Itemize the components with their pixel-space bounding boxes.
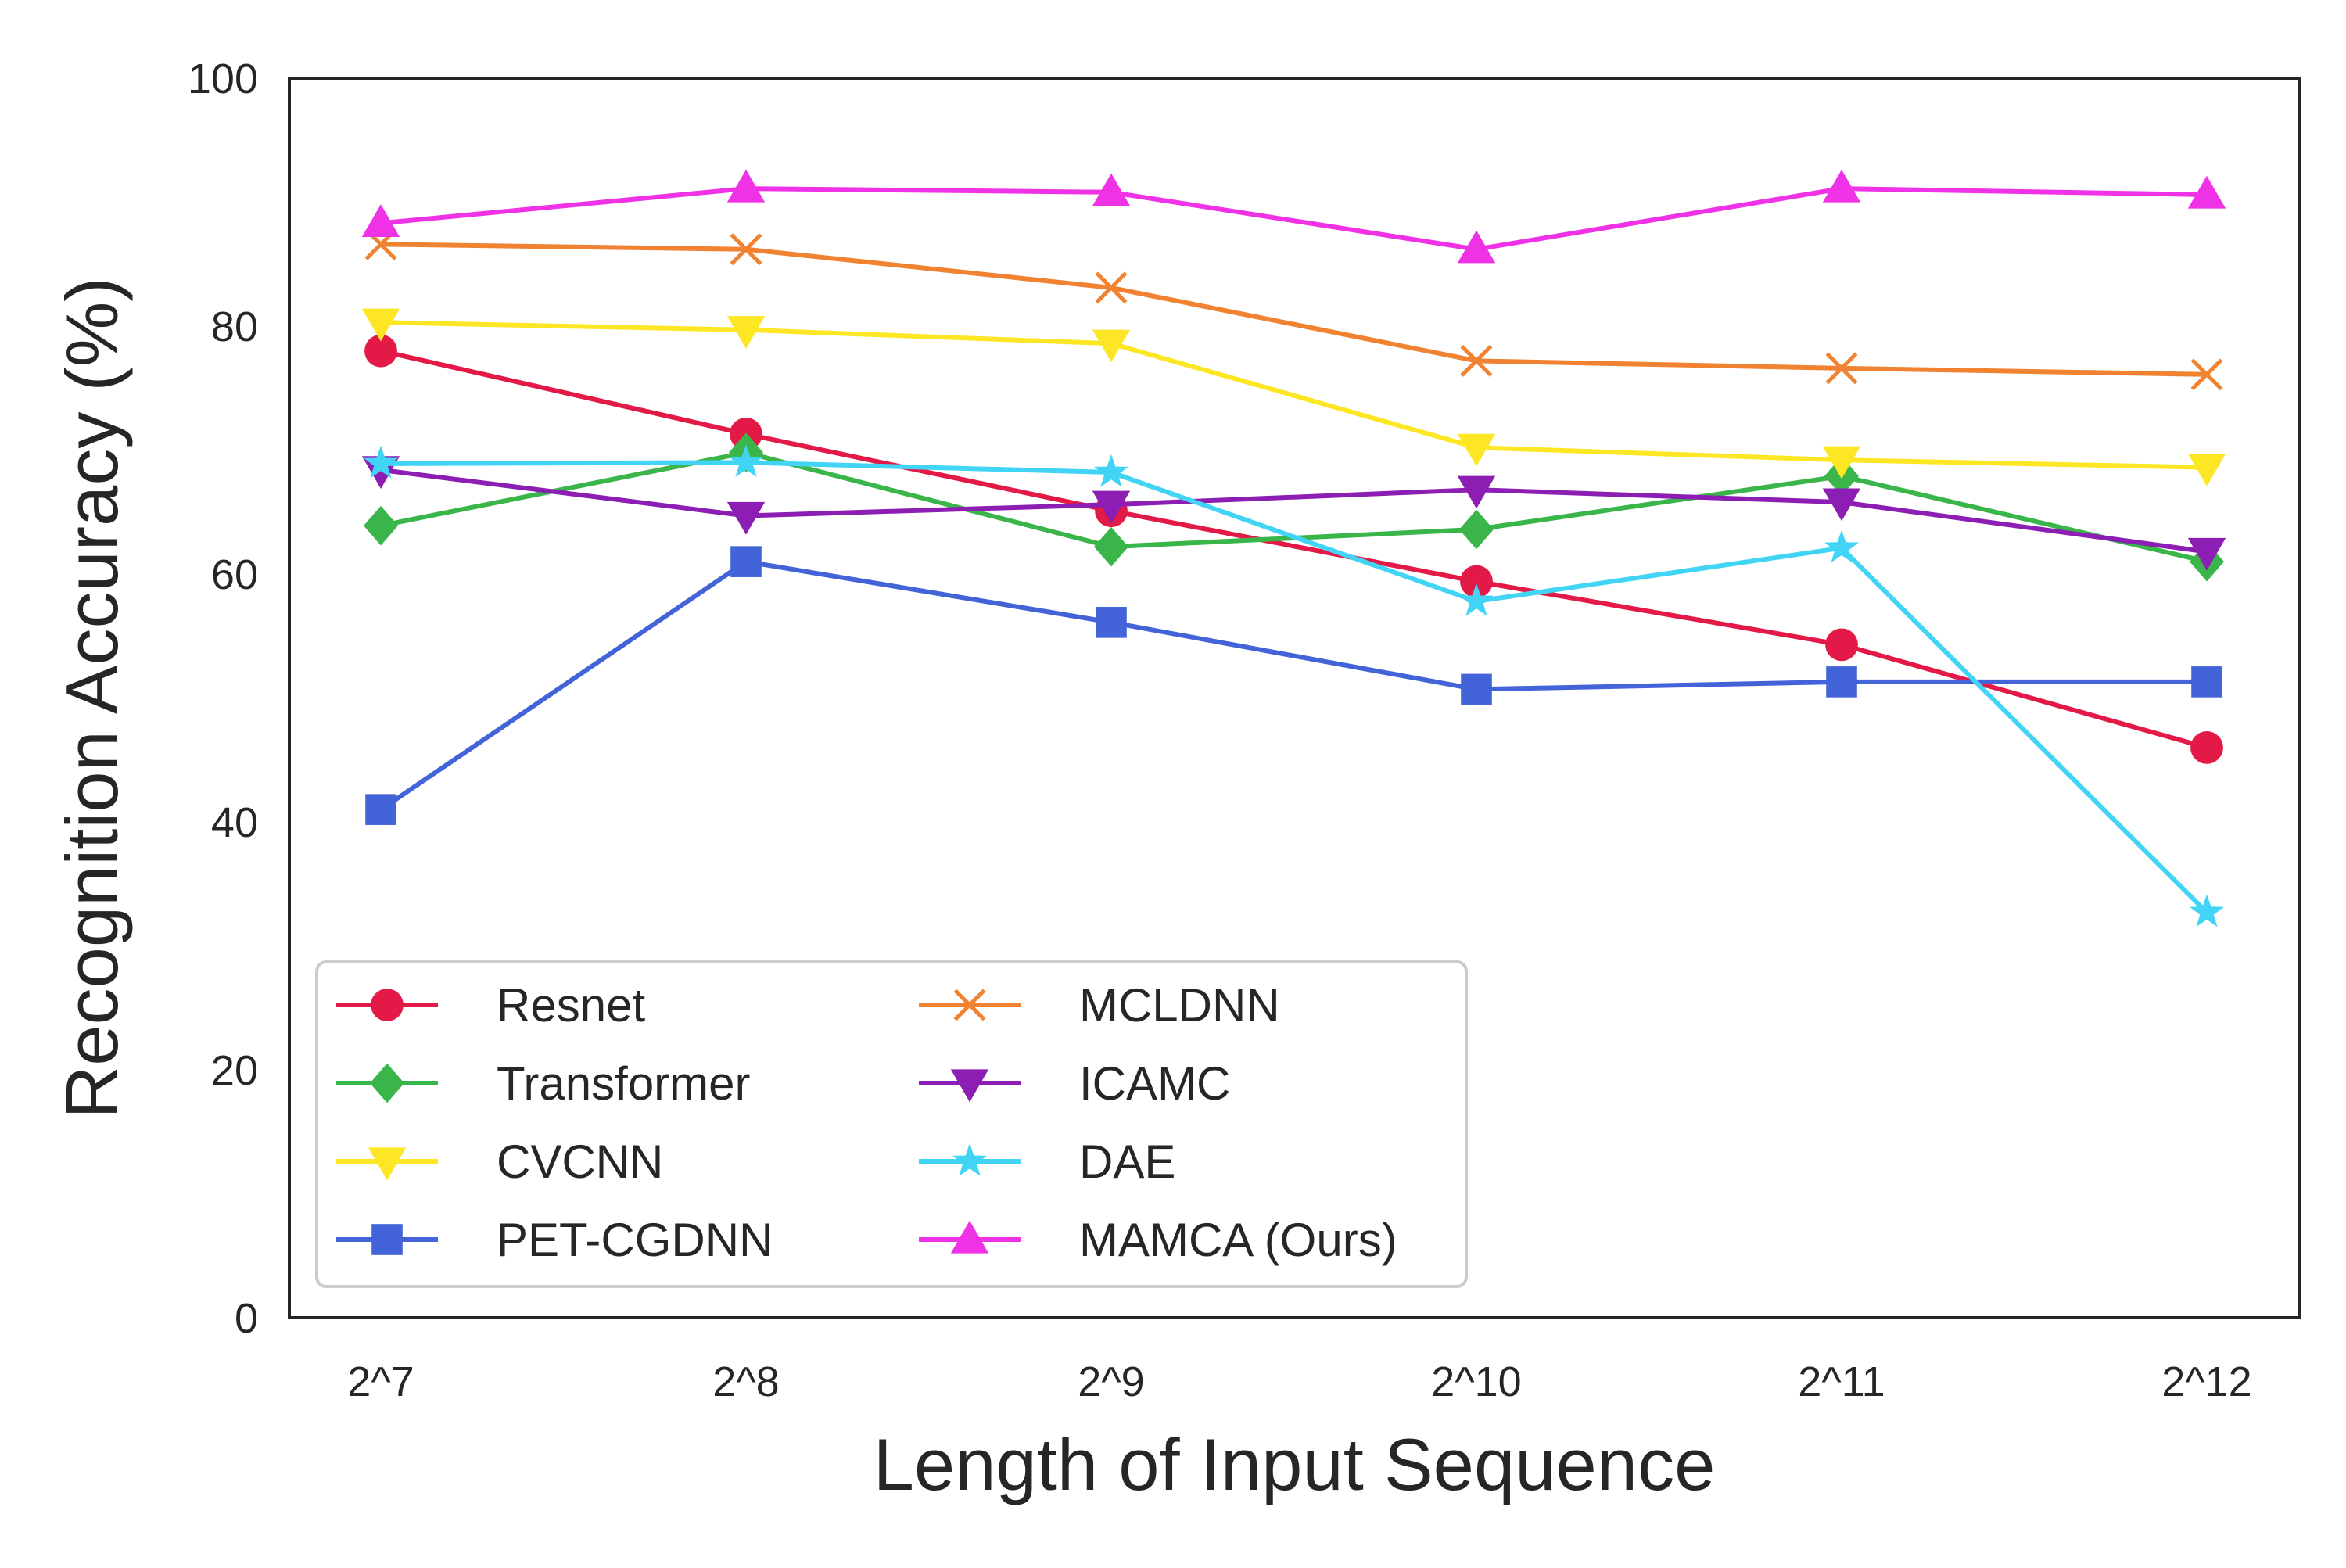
x-tick-label: 2^12 [2161, 1358, 2251, 1405]
data-point-mamca-ours [1092, 173, 1131, 206]
data-point-resnet [1825, 628, 1858, 662]
data-point-icamc [1457, 475, 1496, 509]
y-tick-label: 100 [188, 56, 258, 102]
data-point-mcldnn [730, 233, 762, 266]
data-point-mcldnn [1825, 352, 1858, 385]
series-icamc [361, 456, 2226, 571]
legend-item-resnet: Resnet [336, 979, 645, 1032]
series-resnet [364, 334, 2223, 764]
legend-box [315, 960, 1468, 1288]
y-tick-label: 0 [235, 1295, 258, 1342]
data-point-mamca-ours [1822, 169, 1861, 203]
series-dae [364, 444, 2224, 928]
data-point-pet-cgdnn [365, 794, 396, 825]
plot-frame [288, 77, 2301, 1319]
legend-item-mcldnn: MCLDNN [919, 979, 1280, 1032]
data-point-transformer [1094, 526, 1128, 567]
data-point-cvcnn [1457, 433, 1496, 467]
data-point-mamca-ours [2187, 175, 2226, 209]
x-tick-label: 2^7 [347, 1358, 414, 1405]
data-point-cvcnn [361, 308, 400, 342]
legend-marker-cvcnn [368, 1147, 407, 1181]
data-point-dae [1459, 583, 1494, 616]
legend-marker-icamc [950, 1069, 989, 1103]
data-point-cvcnn [2187, 454, 2226, 486]
series-line-mamca-ours [380, 186, 2208, 252]
legend-label: DAE [1079, 1136, 1175, 1188]
legend-item-mamca-ours: MAMCA (Ours) [919, 1214, 1397, 1266]
x-tick-label: 2^9 [1078, 1358, 1144, 1405]
series-line-mcldnn [380, 242, 2208, 377]
series-cvcnn [361, 308, 2226, 486]
data-point-dae [1094, 454, 1128, 487]
legend-marker-transformer [370, 1063, 404, 1103]
legend-label: MCLDNN [1079, 979, 1280, 1032]
data-point-pet-cgdnn [730, 546, 762, 577]
legend-item-dae: DAE [919, 1136, 1175, 1188]
data-point-cvcnn [726, 316, 766, 349]
legend-item-cvcnn: CVCNN [336, 1136, 663, 1188]
series-mamca-ours [361, 169, 2226, 264]
series-line-pet-cgdnn [379, 559, 2207, 812]
series-line-resnet [380, 348, 2208, 750]
legend-label: CVCNN [497, 1136, 663, 1188]
series-line-dae [380, 460, 2209, 914]
series-pet-cgdnn [365, 546, 2222, 825]
legend-marker-mcldnn [953, 989, 986, 1021]
y-tick-label: 20 [211, 1047, 258, 1094]
legend-marker-resnet [371, 989, 404, 1021]
data-point-cvcnn [1092, 329, 1131, 363]
data-point-cvcnn [1822, 446, 1861, 479]
data-point-icamc [1092, 490, 1131, 524]
data-point-resnet [2190, 731, 2223, 764]
legend-item-transformer: Transformer [336, 1057, 751, 1110]
x-tick-label: 2^8 [712, 1358, 779, 1405]
y-tick-label: 60 [211, 551, 258, 598]
data-point-pet-cgdnn [1096, 607, 1127, 638]
data-point-transformer [1459, 509, 1494, 550]
legend-label: PET-CGDNN [497, 1214, 773, 1266]
y-tick-label: 40 [211, 799, 258, 846]
data-point-pet-cgdnn [1461, 673, 1492, 705]
data-point-resnet [364, 334, 397, 368]
series-line-cvcnn [380, 320, 2208, 470]
x-tick-label: 2^10 [1431, 1358, 1521, 1405]
data-point-pet-cgdnn [2191, 666, 2222, 698]
legend-label: ICAMC [1079, 1057, 1230, 1110]
y-axis-title: Recognition Accuracy (%) [51, 277, 133, 1118]
data-point-mcldnn [2190, 358, 2223, 391]
data-point-icamc [1822, 488, 1861, 522]
data-point-mamca-ours [726, 169, 766, 203]
legend-marker-pet-cgdnn [371, 1224, 403, 1255]
legend-marker-mamca-ours [950, 1220, 989, 1254]
data-point-transformer [364, 505, 398, 546]
y-tick-label: 80 [211, 303, 258, 350]
legend-item-pet-cgdnn: PET-CGDNN [336, 1214, 773, 1266]
series-line-icamc [380, 467, 2208, 554]
data-point-resnet [1460, 565, 1493, 598]
legend-label: MAMCA (Ours) [1079, 1214, 1397, 1266]
legend-item-icamc: ICAMC [919, 1057, 1230, 1110]
data-point-dae [364, 445, 398, 479]
x-tick-label: 2^11 [1798, 1358, 1885, 1405]
series-mcldnn [364, 228, 2223, 391]
legend-marker-dae [952, 1143, 987, 1176]
data-point-dae [1824, 529, 1859, 563]
data-point-icamc [2187, 537, 2226, 571]
data-point-dae [729, 444, 763, 477]
data-point-dae [2190, 894, 2224, 928]
data-point-mcldnn [1460, 344, 1493, 377]
data-point-pet-cgdnn [1826, 666, 1857, 698]
x-axis-title: Length of Input Sequence [873, 1423, 1716, 1505]
data-point-icamc [726, 501, 766, 535]
data-point-mamca-ours [361, 204, 400, 238]
data-point-mcldnn [1095, 271, 1128, 304]
legend-label: Resnet [497, 979, 645, 1032]
legend-label: Transformer [497, 1057, 751, 1110]
data-point-mamca-ours [1457, 230, 1496, 264]
